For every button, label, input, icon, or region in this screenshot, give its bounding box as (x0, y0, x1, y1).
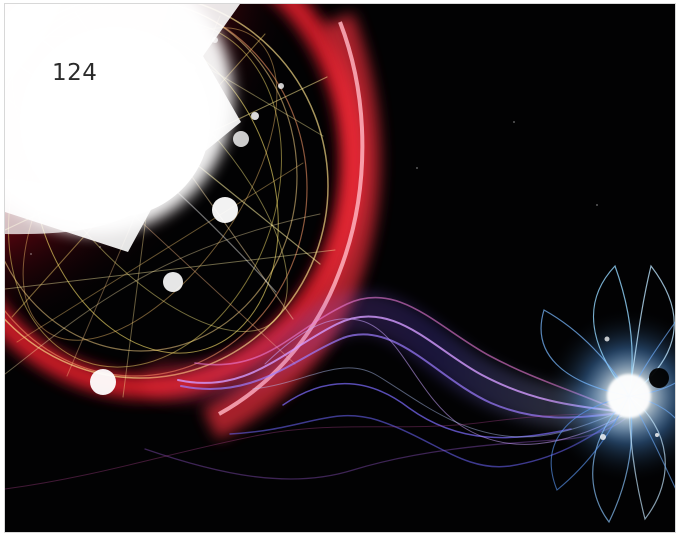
page-number: 124 (52, 60, 98, 86)
sphere-light-dots (90, 37, 284, 395)
abstract-light-artwork: 124 (4, 3, 676, 533)
artwork-svg (5, 4, 675, 532)
white-core-flare (5, 4, 241, 252)
blue-flower-burst (540, 264, 675, 524)
subtle-side-specks (30, 121, 598, 255)
